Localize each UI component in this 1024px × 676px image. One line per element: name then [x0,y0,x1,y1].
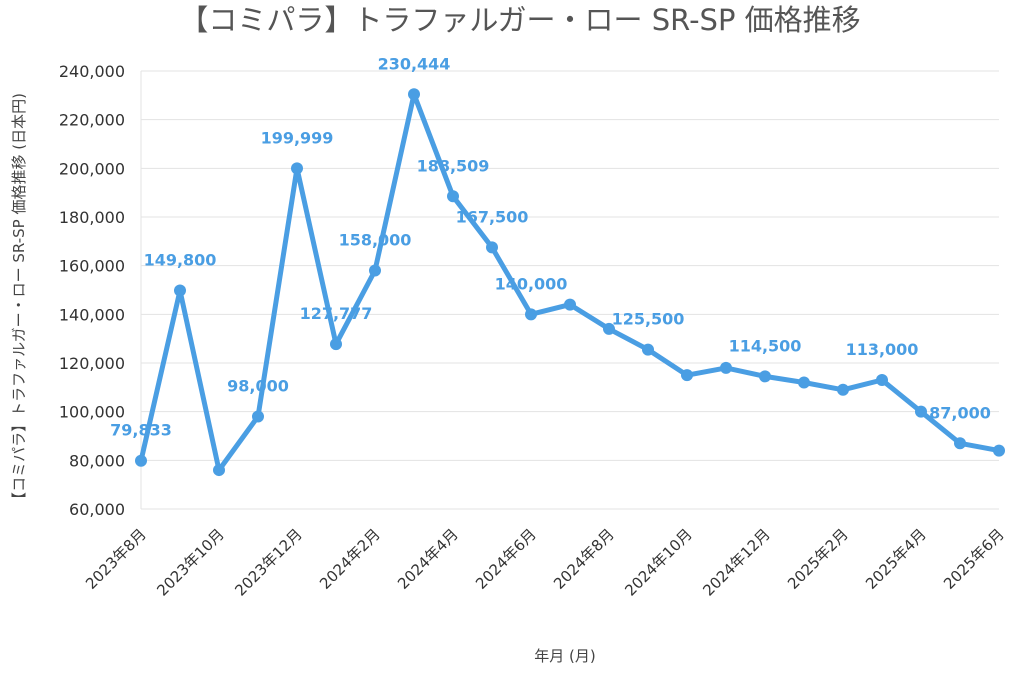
data-point [135,454,147,467]
data-label: 127,777 [300,304,373,323]
y-tick-label: 200,000 [59,159,125,178]
x-tick-label: 2024年4月 [394,525,462,593]
y-tick-label: 220,000 [59,111,125,130]
series-line-group [138,91,1002,473]
x-tick-label: 2024年6月 [472,525,540,593]
x-tick-label: 2025年2月 [784,525,852,593]
chart-title: 【コミパラ】トラファルガー・ロー SR-SP 価格推移 [179,3,860,37]
data-points [135,88,1005,477]
data-point [213,464,225,477]
x-tick-label: 2024年2月 [316,525,384,593]
data-label: 87,000 [929,403,991,422]
data-point [759,370,771,383]
data-point [720,361,732,374]
x-axis-title: 年月 (月) [534,647,595,665]
data-label: 188,509 [417,156,490,175]
y-axis-title: 【コミパラ】トラファルガー・ロー SR-SP 価格推移 (日本円) [10,93,28,507]
data-point [798,376,810,389]
data-label: 113,000 [846,340,919,359]
data-label: 79,833 [110,421,172,440]
data-labels: 79,833 149,800 98,000 199,999 127,777 158,000… [110,54,991,439]
y-tick-label: 80,000 [69,451,125,470]
data-point [564,298,576,311]
x-axis-ticks: 2023年8月 2023年10月 2023年12月 2024年2月 2024年4月 202… [82,525,1008,599]
x-tick-label: 2023年10月 [153,525,227,599]
data-label: 114,500 [729,336,802,355]
data-point [681,369,693,382]
data-label: 199,999 [261,128,334,147]
y-tick-label: 140,000 [59,305,125,324]
data-point [486,241,498,254]
data-label: 98,000 [227,377,289,396]
data-point [642,343,654,356]
data-point [837,383,849,396]
y-tick-label: 60,000 [69,500,125,519]
data-point [369,264,381,277]
y-tick-label: 120,000 [59,354,125,373]
x-tick-label: 2025年4月 [862,525,930,593]
x-tick-label: 2024年10月 [621,525,695,599]
data-label: 167,500 [456,207,529,226]
series-line [138,91,1002,473]
data-point [252,410,264,423]
data-point [330,338,342,351]
data-label: 149,800 [144,250,217,269]
data-label: 230,444 [378,54,451,73]
x-tick-label: 2023年8月 [82,525,150,593]
y-tick-label: 100,000 [59,403,125,422]
data-point [993,444,1005,457]
y-tick-label: 180,000 [59,208,125,227]
y-tick-label: 240,000 [59,62,125,81]
data-point [291,162,303,175]
data-label: 125,500 [612,310,685,329]
data-point [174,284,186,297]
data-point [447,190,459,203]
data-point [603,322,615,335]
y-axis-ticks: 60,000 80,000 100,000 120,000 140,000 160,000… [59,62,125,519]
data-label: 158,000 [339,231,412,250]
data-point [876,374,888,387]
x-tick-label: 2024年8月 [550,525,618,593]
data-point [525,308,537,321]
x-tick-label: 2025年6月 [940,525,1008,593]
x-tick-label: 2023年12月 [231,525,305,599]
y-tick-label: 160,000 [59,257,125,276]
data-label: 140,000 [495,274,568,293]
data-point [915,405,927,418]
data-point [954,437,966,450]
x-tick-label: 2024年12月 [699,525,773,599]
data-point [408,88,420,101]
